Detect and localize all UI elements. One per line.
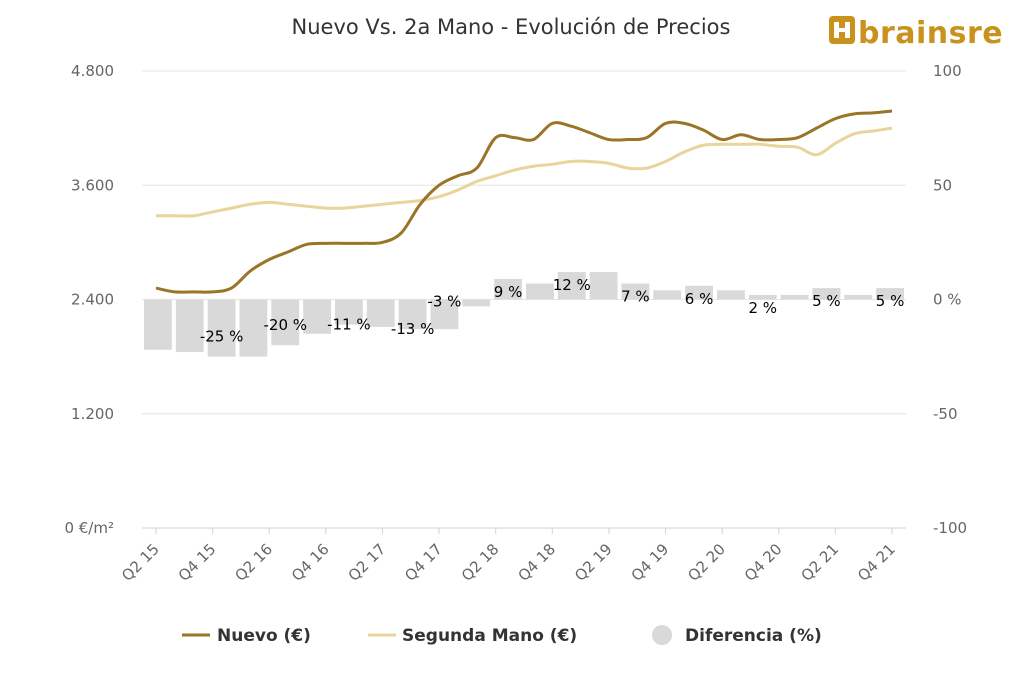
bar-diferencia: [144, 299, 172, 350]
data-label: 6 %: [685, 290, 714, 308]
x-tick-label: Q4 17: [401, 540, 446, 585]
bar-diferencia: [494, 278, 522, 300]
legend-swatch-diferencia: [652, 625, 672, 645]
bar-diferencia: [748, 294, 777, 300]
data-label: 5 %: [812, 292, 841, 310]
x-tick-label: Q2 20: [684, 540, 729, 585]
bar-diferencia: [175, 299, 204, 353]
lines: [155, 109, 893, 294]
logo-text: brainsre: [858, 16, 1003, 51]
bar-diferencia: [335, 299, 363, 325]
y-left-tick-label: 4.800: [71, 62, 114, 80]
legend: Nuevo (€) Segunda Mano (€) Diferencia (%…: [182, 625, 822, 646]
bar-diferencia: [303, 299, 331, 334]
data-label: -3 %: [427, 293, 461, 311]
bar-diferencia: [876, 288, 904, 300]
bar-diferencia: [621, 283, 650, 300]
data-label: -11 %: [327, 316, 371, 334]
bar-diferencia: [685, 285, 713, 300]
legend-item-segunda-mano[interactable]: Segunda Mano (€): [368, 626, 577, 646]
y-left-tick-label: 0 €/m²: [64, 519, 114, 537]
y-axis-left: 0 €/m² 1.200 2.400 3.600 4.800: [64, 62, 114, 537]
legend-item-diferencia[interactable]: Diferencia (%): [652, 625, 822, 646]
x-tick-label: Q4 20: [741, 540, 786, 585]
bar-diferencia: [589, 272, 618, 300]
x-tick-label: Q4 19: [628, 540, 673, 585]
brand-logo: brainsre: [829, 16, 1003, 51]
y-left-tick-label: 2.400: [71, 291, 114, 309]
legend-label-segunda-mano: Segunda Mano (€): [402, 626, 577, 646]
legend-item-nuevo[interactable]: Nuevo (€): [182, 626, 311, 646]
bar-diferencia: [844, 294, 873, 300]
bar-diferencia: [398, 299, 427, 330]
data-label: 9 %: [494, 283, 523, 301]
bar-diferencia: [366, 299, 395, 327]
y-right-tick-label: 50: [933, 176, 952, 194]
data-label: 2 %: [748, 299, 777, 317]
data-label: -20 %: [263, 316, 307, 334]
bar-diferencia: [812, 288, 841, 300]
bar-diferencia: [207, 299, 236, 357]
y-right-tick-label: -100: [933, 519, 967, 537]
bar-diferencia: [239, 299, 268, 357]
y-left-tick-label: 3.600: [71, 176, 114, 194]
y-right-tick-label: -50: [933, 405, 958, 423]
x-tick-label: Q2 19: [571, 540, 616, 585]
legend-label-diferencia: Diferencia (%): [685, 626, 822, 646]
x-tick-label: Q2 17: [345, 540, 390, 585]
x-axis: Q2 15 Q4 15 Q2 16 Q4 16 Q2 17 Q4 17 Q2 18 Q4 18…: [118, 528, 899, 585]
data-label: -25 %: [200, 328, 244, 346]
bar-diferencia: [430, 299, 459, 330]
data-label: 12 %: [553, 276, 591, 294]
x-tick-label: Q2 18: [458, 540, 503, 585]
y-right-tick-label: 0 %: [933, 291, 962, 309]
bar-diferencia: [557, 272, 586, 300]
logo-mark-bar-3: [834, 28, 850, 32]
data-labels: -25 % -20 % -11 % -13 % -3 % 9 % 12 % 7 % 6 % 2 %…: [200, 276, 905, 346]
x-tick-label: Q4 18: [514, 540, 559, 585]
bar-diferencia: [717, 290, 745, 300]
line-nuevo: [155, 109, 893, 294]
x-tick-label: Q4 16: [288, 540, 333, 585]
data-label: 7 %: [621, 288, 650, 306]
data-label: 5 %: [876, 292, 905, 310]
bar-diferencia: [271, 299, 300, 346]
chart-title: Nuevo Vs. 2a Mano - Evolución de Precios: [292, 15, 731, 39]
bar-diferencia: [780, 294, 809, 300]
x-tick-label: Q4 21: [854, 540, 899, 585]
data-label: -13 %: [391, 320, 435, 338]
x-tick-label: Q2 16: [231, 540, 276, 585]
x-tick-label: Q2 15: [118, 540, 163, 585]
bar-diferencia: [653, 290, 682, 300]
line-segunda-mano: [156, 126, 893, 218]
x-tick-label: Q4 15: [175, 540, 220, 585]
y-axis-right: -100 -50 0 % 50 100: [933, 62, 967, 537]
legend-label-nuevo: Nuevo (€): [217, 626, 311, 646]
y-right-tick-label: 100: [933, 62, 962, 80]
bar-diferencia: [462, 299, 491, 307]
x-tick-label: Q2 21: [798, 540, 843, 585]
bars-diferencia: [144, 272, 904, 357]
bar-diferencia: [526, 283, 554, 300]
y-left-tick-label: 1.200: [71, 405, 114, 423]
